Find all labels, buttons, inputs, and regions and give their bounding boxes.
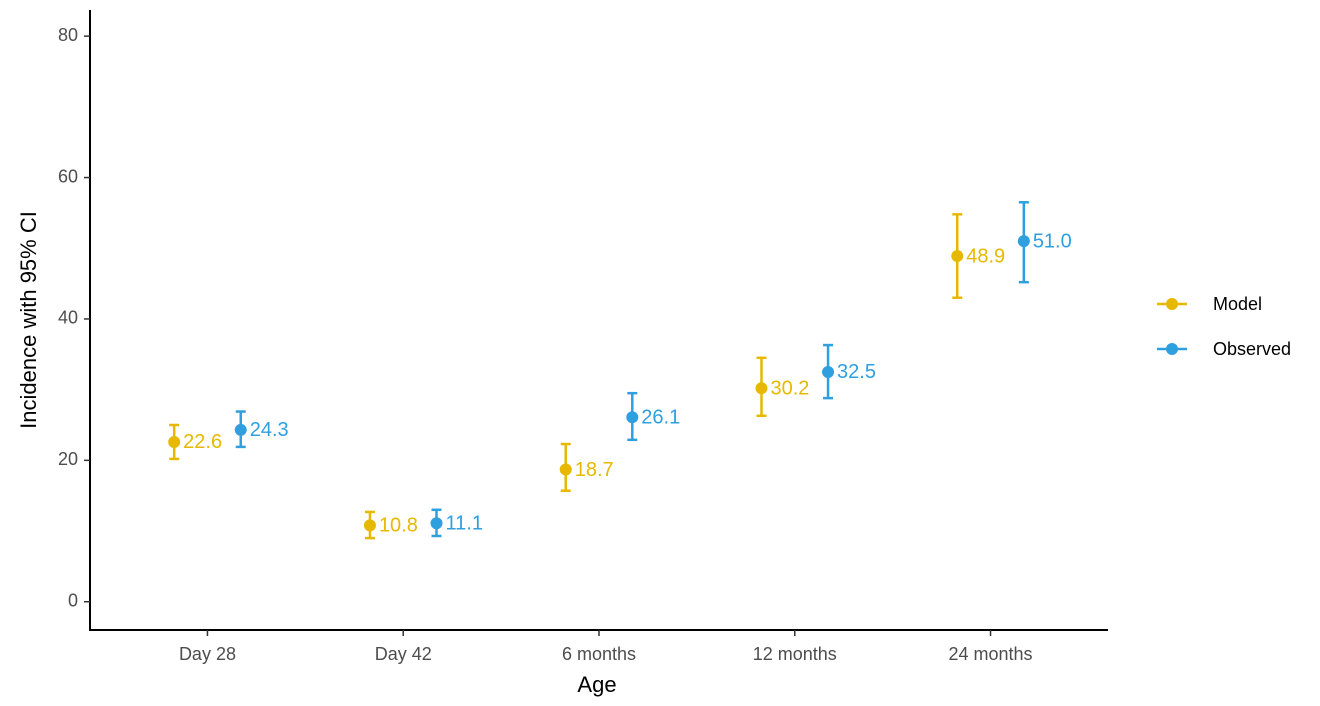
- legend-point: [1166, 298, 1178, 310]
- legend-label: Model: [1213, 294, 1262, 314]
- y-tick-label: 0: [68, 590, 78, 610]
- point: [626, 411, 639, 424]
- value-label: 18.7: [575, 459, 614, 481]
- x-tick-label: 24 months: [949, 644, 1033, 664]
- y-axis-title: Incidence with 95% CI: [16, 211, 41, 429]
- point: [234, 423, 247, 436]
- value-label: 11.1: [446, 513, 483, 535]
- value-label: 22.6: [183, 431, 222, 453]
- value-label: 10.8: [379, 515, 418, 537]
- x-axis-title: Age: [577, 672, 616, 697]
- y-tick-label: 80: [58, 25, 78, 45]
- x-tick-label: 12 months: [753, 644, 837, 664]
- x-tick-label: 6 months: [562, 644, 636, 664]
- point: [951, 250, 964, 263]
- point: [168, 435, 181, 448]
- legend-point: [1166, 343, 1178, 355]
- point: [559, 463, 572, 476]
- value-label: 30.2: [770, 378, 809, 400]
- value-label: 48.9: [966, 245, 1005, 267]
- value-label: 32.5: [837, 361, 876, 383]
- point: [430, 517, 443, 530]
- value-label: 24.3: [250, 419, 289, 441]
- x-tick-label: Day 42: [375, 644, 432, 664]
- legend-label: Observed: [1213, 339, 1291, 359]
- point: [755, 382, 768, 395]
- y-tick-label: 40: [58, 308, 78, 328]
- x-tick-label: Day 28: [179, 644, 236, 664]
- point: [363, 519, 376, 532]
- y-tick-label: 60: [58, 166, 78, 186]
- point: [1017, 235, 1030, 248]
- y-tick-label: 20: [58, 449, 78, 469]
- value-label: 51.0: [1033, 230, 1072, 252]
- point: [822, 365, 835, 378]
- value-label: 26.1: [641, 406, 680, 428]
